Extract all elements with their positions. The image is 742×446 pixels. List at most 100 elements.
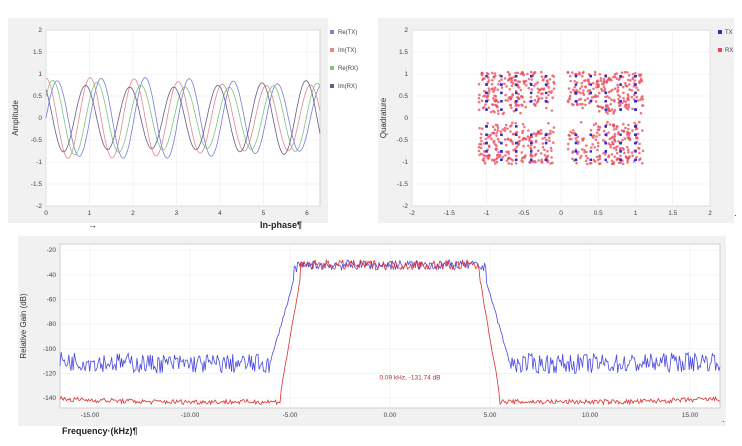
rx-point: [498, 155, 501, 159]
rx-point: [477, 96, 481, 100]
rx-point: [495, 131, 498, 135]
rx-point: [550, 149, 553, 152]
rx-point: [479, 136, 483, 140]
rx-point: [585, 144, 588, 147]
rx-point: [494, 162, 497, 165]
x-tick-label: 2: [708, 210, 712, 217]
rx-point: [517, 143, 520, 147]
y-tick-label: 2: [404, 27, 408, 34]
rx-point: [480, 132, 483, 136]
rx-point: [598, 154, 601, 158]
rx-point: [594, 122, 598, 125]
rx-point: [527, 144, 530, 147]
rx-point: [627, 123, 630, 127]
tx-point: [604, 133, 607, 136]
rx-point: [581, 102, 584, 106]
rx-point: [595, 135, 598, 138]
rx-point: [490, 71, 494, 75]
rx-point: [530, 88, 534, 91]
tx-point: [515, 133, 518, 136]
constellation-chart: -2 -1.5 -1 -0.5 0 0.5 1 1.5 2 -2 -1.5 -1 -0.5 0 0.5 1 1.…: [379, 27, 733, 217]
rx-point: [611, 142, 614, 146]
rx-point: [493, 86, 497, 89]
rx-point: [587, 82, 591, 86]
rx-point: [495, 157, 498, 161]
rx-point: [628, 155, 631, 158]
rx-point: [590, 146, 593, 149]
y-tick-label: -2: [36, 203, 42, 210]
rx-point: [613, 132, 617, 136]
tx-point: [485, 75, 488, 78]
rx-point: [630, 151, 634, 154]
rx-point: [495, 99, 498, 102]
y-tick-label: -0.5: [31, 137, 43, 144]
rx-point: [622, 97, 625, 100]
rx-point: [608, 137, 612, 141]
rx-point: [615, 151, 619, 155]
rx-point: [549, 129, 552, 133]
tx-point: [515, 75, 518, 78]
rx-point: [574, 136, 578, 140]
rx-point: [619, 154, 622, 158]
rx-point: [608, 78, 611, 82]
tx-point: [500, 141, 503, 145]
rx-point: [484, 103, 487, 106]
legend-label: Re(TX): [338, 30, 357, 36]
rx-point: [538, 88, 542, 91]
rx-point: [584, 85, 587, 89]
legend-swatch: [718, 48, 722, 52]
rx-point: [503, 138, 507, 141]
rx-point: [589, 128, 593, 132]
rx-point: [521, 104, 524, 107]
rx-point: [607, 90, 611, 94]
rx-point: [488, 153, 491, 157]
rx-point: [573, 80, 576, 83]
rx-point: [630, 95, 634, 99]
rx-point: [613, 87, 617, 90]
rx-point: [612, 75, 615, 79]
rx-point: [477, 82, 481, 86]
rx-point: [592, 134, 596, 137]
rx-point: [500, 78, 503, 81]
rx-point: [527, 77, 531, 81]
rx-point: [591, 81, 595, 85]
rx-point: [574, 72, 578, 76]
rx-point: [516, 71, 520, 75]
rx-point: [626, 97, 629, 101]
spectrum-chart: -140 -120 -100 -80 -60 -40 -20 -15.00 -10.00 -5.0…: [19, 243, 721, 419]
rx-point: [628, 88, 631, 91]
rx-point: [533, 71, 536, 74]
rx-point: [550, 90, 553, 93]
rx-point: [627, 105, 631, 109]
tx-point: [634, 125, 637, 128]
rx-point: [623, 70, 627, 74]
rx-point: [597, 128, 601, 131]
rx-point: [598, 157, 602, 160]
rx-point: [480, 152, 483, 156]
rx-point: [482, 157, 486, 160]
y-tick-label: 2: [38, 27, 42, 34]
rx-point: [496, 129, 500, 132]
rx-point: [511, 82, 515, 85]
rx-point: [604, 95, 607, 99]
rx-point: [491, 103, 494, 106]
rx-point: [540, 158, 543, 162]
rx-point: [493, 88, 496, 92]
tx-point: [634, 141, 637, 145]
tx-point: [485, 100, 488, 103]
rx-point: [639, 73, 643, 76]
rx-point: [576, 150, 580, 154]
rx-point: [551, 130, 555, 134]
rx-point: [631, 77, 634, 81]
rx-point: [478, 93, 481, 97]
tx-point: [485, 83, 488, 86]
rx-point: [612, 162, 615, 166]
rx-point: [595, 131, 599, 134]
rx-point: [575, 139, 578, 142]
rx-point: [493, 94, 496, 97]
rx-point: [622, 122, 625, 126]
rx-point: [599, 105, 603, 109]
tx-point: [515, 158, 518, 161]
tx-point: [634, 75, 637, 78]
tx-point: [530, 75, 533, 78]
